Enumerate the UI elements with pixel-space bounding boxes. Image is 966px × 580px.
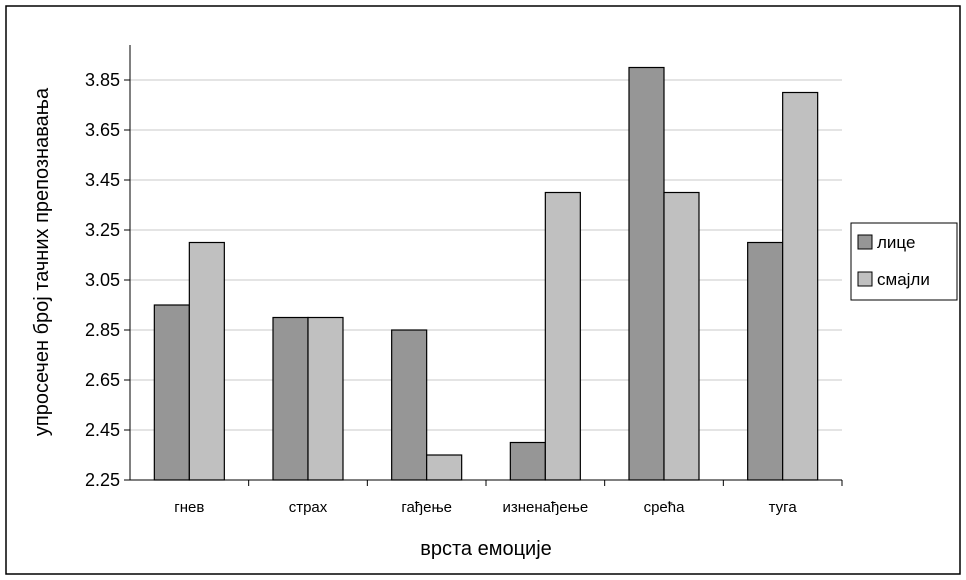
- x-tick-labels: гнев страх гађење изненађење срећа туга: [174, 499, 797, 516]
- legend-swatch: [857, 271, 873, 287]
- y-tick-label: 3.85: [85, 70, 120, 90]
- y-tick-label: 3.65: [85, 120, 120, 140]
- legend-label: смајли: [877, 270, 930, 289]
- bar-smiley: [188, 241, 225, 481]
- bar-smiley: [782, 91, 819, 481]
- axes: [124, 45, 843, 486]
- y-tick-label: 2.25: [85, 470, 120, 490]
- y-tick-label: 2.85: [85, 320, 120, 340]
- y-axis-label: упросечен број тачних препознавања: [31, 87, 53, 436]
- legend-label: лице: [877, 233, 915, 252]
- bar-smiley: [426, 454, 463, 481]
- bar-face: [153, 304, 190, 481]
- bar-smiley: [307, 316, 344, 481]
- legend-swatch: [857, 234, 873, 250]
- bar-face: [628, 66, 665, 481]
- bar-face: [391, 329, 428, 481]
- legend: лице смајли: [850, 222, 958, 301]
- bar-face: [272, 316, 309, 481]
- y-tick-label: 3.05: [85, 270, 120, 290]
- y-tick-label: 2.65: [85, 370, 120, 390]
- bar-smiley: [544, 191, 581, 481]
- y-tick-labels: 2.25 2.45 2.65 2.85 3.05 3.25 3.45 3.65 3.85: [85, 70, 120, 490]
- bar-face: [509, 441, 546, 481]
- bar-face: [747, 241, 784, 481]
- x-axis-label: врста емоције: [420, 538, 552, 560]
- bar-smiley: [663, 191, 700, 481]
- bars: [153, 66, 819, 481]
- x-tick-label: срећа: [644, 499, 686, 516]
- gridlines: [130, 79, 842, 431]
- x-tick-label: изненађење: [502, 499, 588, 516]
- x-tick-label: страх: [289, 499, 328, 516]
- y-tick-label: 3.25: [85, 220, 120, 240]
- x-tick-label: гађење: [401, 499, 452, 516]
- y-tick-label: 3.45: [85, 170, 120, 190]
- x-tick-label: гнев: [174, 499, 204, 516]
- x-tick-label: туга: [769, 499, 798, 516]
- y-tick-label: 2.45: [85, 420, 120, 440]
